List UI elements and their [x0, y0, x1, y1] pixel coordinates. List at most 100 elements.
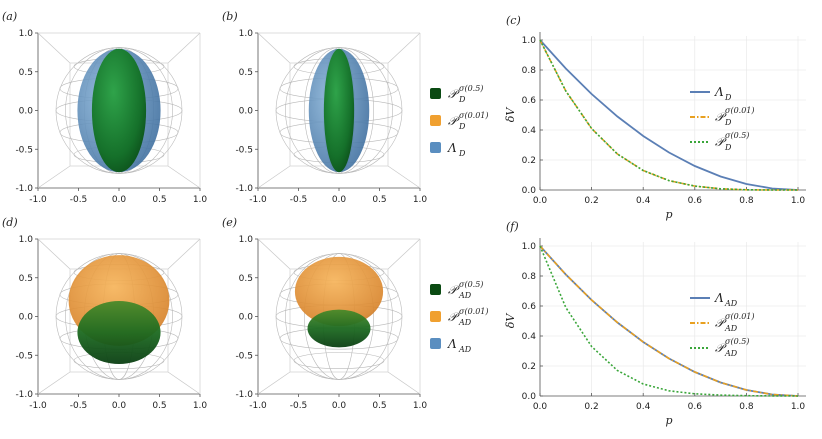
sphere-panel-b: -1.0-1.0-0.5-0.50.00.00.50.51.01.0(b) [222, 10, 427, 205]
y-tick-label: 1.0 [19, 235, 34, 245]
x-tick-label: 0.5 [152, 401, 166, 411]
x-tick-label: -1.0 [29, 401, 47, 411]
legend-item: 𝒫 ADσ(0.01) [430, 307, 489, 327]
box-edge [387, 371, 421, 395]
legend-subscript: D [724, 93, 732, 102]
y-axis-label: δV [504, 107, 517, 123]
x-tick-label: 0.0 [533, 402, 548, 412]
series-line [539, 245, 799, 397]
y-tick-label: 0.5 [239, 274, 253, 284]
longitude-line [65, 47, 173, 174]
box-edge [387, 32, 421, 64]
y-tick-label: 0.0 [19, 107, 34, 117]
legend-subscript: AD [724, 299, 738, 308]
y-tick-label: 1.0 [239, 29, 254, 39]
x-tick-label: 1.0 [413, 195, 428, 205]
box-edge [167, 238, 201, 270]
y-tick-label: 0.0 [239, 107, 254, 117]
legend-symbol: Λ [714, 85, 724, 99]
x-tick-label: 1.0 [193, 195, 208, 205]
y-tick-label: -0.5 [15, 351, 33, 361]
y-axis-label: δV [504, 313, 517, 329]
x-tick-label: 0.0 [112, 195, 127, 205]
box-edge [167, 371, 201, 395]
y-tick-label: -0.5 [235, 145, 253, 155]
box-edge [257, 371, 291, 395]
longitude-line [285, 47, 393, 174]
axis-ticks: -1.0-1.0 -0.5 -0.5 0.0 0.0 0.5 0.5 1.0 1.0 [235, 29, 427, 205]
sphere-panel-e: -1.0-1.0-0.5-0.50.00.00.50.51.01.0(e) [222, 216, 427, 411]
x-tick-label: -0.5 [290, 401, 308, 411]
x-tick-label: 1.0 [791, 196, 806, 206]
x-tick-label: -0.5 [70, 401, 88, 411]
x-tick-label: 0.5 [152, 195, 166, 205]
latitude-line [293, 352, 385, 369]
x-tick-label: 1.0 [413, 401, 428, 411]
x-tick-label: 0.4 [636, 402, 651, 412]
channel-ellipsoid [323, 48, 355, 173]
x-axis-label: p [665, 208, 672, 221]
legend-swatch [430, 338, 441, 349]
legend-superscript: σ(0.01) [725, 106, 755, 115]
x-tick-label: 0.4 [636, 196, 651, 206]
series-line [539, 39, 798, 191]
legend-item: 𝒫 Dσ(0.5) [430, 84, 483, 104]
x-tick-label: 1.0 [791, 402, 806, 412]
series-line [539, 39, 799, 191]
legend-subscript: AD [724, 324, 738, 333]
y-tick-label: 0.5 [19, 274, 33, 284]
box-edge [37, 165, 71, 189]
axis-ticks: -1.0-1.0 -0.5 -0.5 0.0 0.0 0.5 0.5 1.0 1.0 [15, 29, 207, 205]
x-tick-label: -1.0 [29, 195, 47, 205]
box-edge [167, 165, 201, 189]
chart-legend: Λ D𝒫 Dσ(0.01)𝒫 Dσ(0.5) [690, 85, 755, 152]
y-tick-label: 1.0 [522, 36, 537, 46]
x-tick-label: 0.8 [739, 196, 754, 206]
gridlines [539, 242, 806, 397]
x-tick-label: 0.6 [688, 196, 703, 206]
panel-label: (c) [506, 14, 521, 27]
legend-symbol: Λ [714, 291, 724, 305]
longitude-line [65, 253, 173, 380]
y-tick-label: -1.0 [15, 184, 33, 194]
series-line [539, 39, 798, 191]
legend-subscript: D [458, 95, 466, 104]
y-tick-label: 0.6 [522, 302, 537, 312]
chart-f: 0.0 0.2 0.4 0.6 0.8 1.0 0.0 0.2 0.4 0.6 0.8 1.0 p δV (… [504, 220, 806, 427]
legend-item: 𝒫 ADσ(0.5) [430, 280, 483, 300]
x-tick-label: -0.5 [70, 195, 88, 205]
x-tick-label: 0.6 [688, 402, 703, 412]
legend-swatch [430, 311, 441, 322]
y-tick-label: 0.4 [522, 126, 537, 136]
panel-label: (f) [506, 220, 519, 233]
legend-swatch [430, 88, 441, 99]
legend-subscript: D [724, 118, 732, 127]
y-tick-label: -0.5 [15, 145, 33, 155]
channel-ellipsoid [77, 301, 161, 364]
channel-ellipsoid [91, 48, 147, 173]
y-tick-label: 0.2 [522, 156, 536, 166]
box-edge [257, 238, 291, 270]
chart-c: 0.0 0.2 0.4 0.6 0.8 1.0 0.0 0.2 0.4 0.6 0.8 1.0 p δV (… [504, 14, 806, 221]
y-tick-label: 0.4 [522, 332, 537, 342]
legend-swatch [430, 115, 441, 126]
legend-superscript: σ(0.5) [725, 337, 749, 346]
gridlines [539, 36, 806, 191]
series-line [539, 245, 799, 397]
chart-legend: Λ AD𝒫 ADσ(0.01)𝒫 ADσ(0.5) [690, 291, 755, 358]
legend-superscript: σ(0.01) [725, 312, 755, 321]
x-tick-label: -1.0 [249, 401, 267, 411]
x-axis-label: p [665, 414, 672, 427]
legend-superscript: σ(0.5) [459, 280, 483, 289]
legend-subscript: AD [458, 291, 472, 300]
legend-superscript: σ(0.5) [725, 131, 749, 140]
y-tick-label: -1.0 [235, 390, 253, 400]
legend-symbol: Λ [447, 141, 457, 155]
y-tick-label: 0.6 [522, 96, 537, 106]
y-tick-label: 0.2 [522, 362, 536, 372]
y-tick-label: 0.0 [522, 392, 537, 402]
panel-label: (a) [2, 10, 17, 23]
box-edge [37, 238, 71, 270]
y-tick-label: -1.0 [235, 184, 253, 194]
